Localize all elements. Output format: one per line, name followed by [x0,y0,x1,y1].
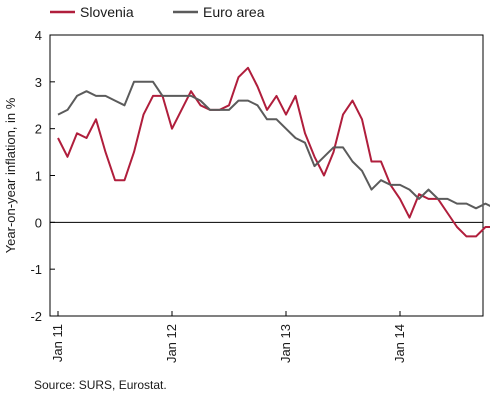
y-tick-label: 3 [35,75,42,90]
x-tick-label: Jan 12 [164,324,179,363]
series-line-euro-area [57,80,490,210]
legend-label: Euro area [203,4,265,20]
legend-label: Slovenia [80,4,134,20]
y-tick-label: 2 [35,122,42,137]
y-tick-label: 0 [35,215,42,230]
y-tick-label: 4 [35,28,42,43]
y-tick-label: 1 [35,169,42,184]
x-tick-label: Jan 13 [278,324,293,363]
y-tick-label: -2 [30,309,42,324]
series-line-slovenia [57,66,490,238]
source-note: Source: SURS, Eurostat. [34,378,167,392]
plot-frame [49,34,484,317]
x-tick-label: Jan 14 [392,324,407,363]
x-tick-label: Jan 11 [50,324,65,362]
y-tick-label: -1 [30,262,42,277]
y-axis-title: Year-on-year inflation, in % [3,97,18,253]
